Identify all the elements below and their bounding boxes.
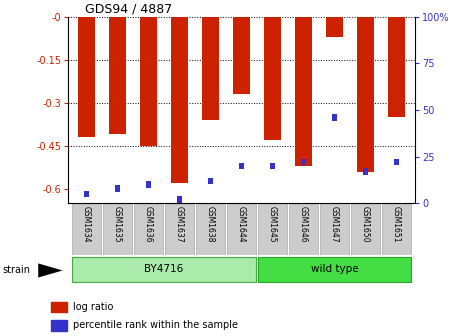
Text: strain: strain [2,265,30,276]
Text: GDS94 / 4887: GDS94 / 4887 [85,3,173,16]
Text: log ratio: log ratio [74,302,114,312]
Text: GSM1646: GSM1646 [299,206,308,243]
Bar [332,114,337,121]
Bar [208,178,213,184]
Bar [51,320,68,331]
Text: GSM1635: GSM1635 [113,206,122,243]
Bar [301,159,306,165]
Text: GSM1638: GSM1638 [206,206,215,242]
Bar [363,168,368,175]
Bar [84,191,90,197]
FancyBboxPatch shape [165,204,195,255]
FancyBboxPatch shape [288,204,318,255]
Text: GSM1651: GSM1651 [392,206,401,242]
Bar [140,17,157,146]
Bar [270,163,275,169]
Text: BY4716: BY4716 [144,264,184,274]
Text: GSM1650: GSM1650 [361,206,370,243]
Bar [239,163,244,169]
Bar [51,302,68,312]
FancyBboxPatch shape [103,204,132,255]
FancyBboxPatch shape [134,204,163,255]
Bar [326,17,343,37]
Bar [202,17,219,120]
FancyBboxPatch shape [257,257,411,283]
Bar [264,17,281,140]
FancyBboxPatch shape [382,204,411,255]
Text: GSM1636: GSM1636 [144,206,153,243]
FancyBboxPatch shape [319,204,349,255]
Bar [78,17,95,137]
FancyBboxPatch shape [227,204,257,255]
Bar [115,185,121,192]
Polygon shape [38,263,62,278]
Text: GSM1634: GSM1634 [82,206,91,243]
FancyBboxPatch shape [72,257,257,283]
Text: wild type: wild type [310,264,358,274]
FancyBboxPatch shape [72,204,101,255]
Text: GSM1637: GSM1637 [175,206,184,243]
Bar [109,17,126,134]
Text: GSM1644: GSM1644 [237,206,246,243]
FancyBboxPatch shape [196,204,226,255]
Text: GSM1645: GSM1645 [268,206,277,243]
Text: GSM1647: GSM1647 [330,206,339,243]
FancyBboxPatch shape [351,204,380,255]
Bar [357,17,374,172]
Bar [388,17,405,117]
Bar [393,159,399,165]
Bar [171,17,188,183]
Bar [295,17,312,166]
Bar [233,17,250,94]
Bar [177,197,182,203]
Text: percentile rank within the sample: percentile rank within the sample [74,321,238,330]
FancyBboxPatch shape [257,204,287,255]
Bar [146,181,151,188]
